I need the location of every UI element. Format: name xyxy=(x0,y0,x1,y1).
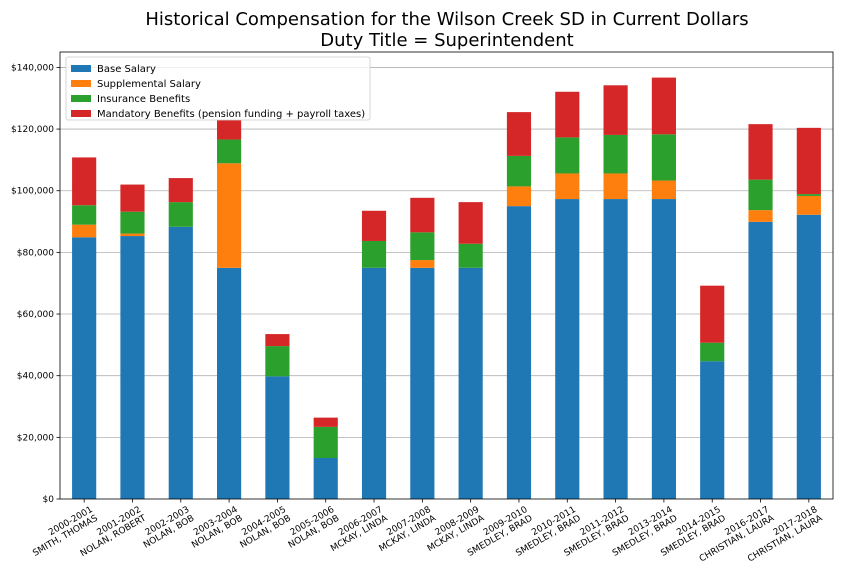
x-tick-label: 2003-2004NOLAN, BOB xyxy=(185,505,245,551)
y-tick-label: $100,000 xyxy=(11,187,54,197)
bar-supplemental xyxy=(748,210,773,222)
bar-insurance xyxy=(796,194,821,196)
legend-swatch xyxy=(71,110,91,117)
bar-base xyxy=(603,199,628,499)
y-tick-label: $60,000 xyxy=(17,310,54,320)
bar-mandatory xyxy=(120,184,145,212)
bar-base xyxy=(168,226,193,499)
bar-base xyxy=(410,267,435,499)
bar-mandatory xyxy=(217,120,242,140)
y-axis: $0 $20,000 $40,000 $60,000 $80,000 $100,000 $1… xyxy=(11,63,60,505)
bar-insurance xyxy=(410,232,435,261)
bar-mandatory xyxy=(72,157,97,206)
bar-insurance xyxy=(458,243,483,268)
y-tick-label: $140,000 xyxy=(11,63,54,73)
legend-swatch xyxy=(71,95,91,102)
bar-insurance xyxy=(748,179,773,211)
bar-insurance xyxy=(603,134,628,174)
bar-insurance xyxy=(651,134,676,181)
bar-mandatory xyxy=(410,197,435,233)
x-tick-label-text: 2004-2005NOLAN, BOB xyxy=(234,505,293,551)
bar-insurance xyxy=(313,426,338,458)
chart-subtitle: Duty Title = Superintendent xyxy=(320,30,573,51)
legend-swatch xyxy=(71,65,91,72)
bar-mandatory xyxy=(700,285,725,343)
y-tick-label: $120,000 xyxy=(11,125,54,135)
bar-supplemental xyxy=(651,180,676,200)
x-tick-label-text: 2003-2004NOLAN, BOB xyxy=(185,505,245,551)
bar-insurance xyxy=(700,342,725,362)
y-tick-label: $40,000 xyxy=(17,372,54,382)
bar-base xyxy=(361,267,387,499)
bar-base xyxy=(555,199,580,499)
y-tick-label: $0 xyxy=(43,495,55,505)
bar-base xyxy=(265,376,290,499)
bar-insurance xyxy=(555,137,580,174)
bar-base xyxy=(313,457,338,499)
legend-label: Supplemental Salary xyxy=(97,79,201,90)
legend-label: Insurance Benefits xyxy=(97,94,190,105)
bar-base xyxy=(796,214,821,499)
bar-insurance xyxy=(217,139,242,164)
bar-mandatory xyxy=(796,127,821,195)
bar-supplemental xyxy=(72,224,97,238)
bar-supplemental xyxy=(796,195,821,215)
y-tick-label: $20,000 xyxy=(17,433,54,443)
legend-label: Base Salary xyxy=(97,64,156,75)
bar-base xyxy=(120,236,145,499)
plot-frame xyxy=(59,51,834,500)
bar-supplemental xyxy=(506,186,532,207)
bar-base xyxy=(72,237,97,499)
bar-supplemental xyxy=(120,233,145,237)
bar-base xyxy=(748,221,773,500)
bar-mandatory xyxy=(506,112,532,156)
bar-supplemental xyxy=(603,173,628,200)
bar-base xyxy=(700,361,725,499)
x-tick-label: 2004-2005NOLAN, BOB xyxy=(234,505,293,551)
bars xyxy=(72,77,821,500)
bar-base xyxy=(217,267,242,499)
bar-insurance xyxy=(168,202,193,227)
bar-supplemental xyxy=(410,260,435,268)
bar-base xyxy=(458,267,483,499)
legend-box xyxy=(65,56,371,121)
bar-mandatory xyxy=(168,178,193,203)
bar-insurance xyxy=(120,211,145,234)
bar-insurance xyxy=(506,155,532,187)
bar-mandatory xyxy=(555,91,580,138)
legend-label: Mandatory Benefits (pension funding + pa… xyxy=(97,109,365,120)
bar-supplemental xyxy=(217,163,242,268)
bar-mandatory xyxy=(748,124,773,180)
bar-mandatory xyxy=(651,77,676,135)
bar-insurance xyxy=(361,240,387,268)
bar-base xyxy=(651,199,676,499)
bar-insurance xyxy=(265,346,290,377)
bar-mandatory xyxy=(265,334,290,347)
bar-base xyxy=(506,206,532,499)
bar-mandatory xyxy=(458,202,483,244)
bar-insurance xyxy=(72,205,97,225)
bar-mandatory xyxy=(603,85,628,135)
bar-mandatory xyxy=(313,417,338,427)
x-tick-label: 2002-2003NOLAN, BOB xyxy=(137,505,196,551)
bar-supplemental xyxy=(555,173,580,200)
y-tick-label: $80,000 xyxy=(17,248,54,258)
bar-mandatory xyxy=(361,210,387,241)
chart-title: Historical Compensation for the Wilson C… xyxy=(145,9,748,30)
x-tick-label-text: 2002-2003NOLAN, BOB xyxy=(137,505,196,551)
legend-swatch xyxy=(71,80,91,87)
legend: Base Salary Supplemental Salary Insurance … xyxy=(65,56,371,121)
